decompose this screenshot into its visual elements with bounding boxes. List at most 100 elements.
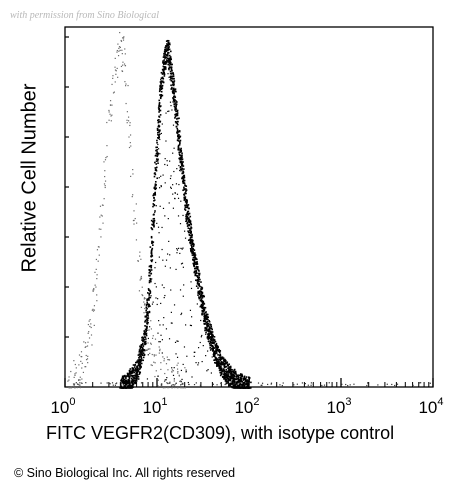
histogram-fill-point: [164, 265, 166, 267]
histogram-point: [220, 366, 222, 368]
histogram-point: [188, 234, 191, 236]
histogram-point: [134, 369, 136, 372]
histogram-point: [213, 355, 215, 357]
baseline-point: [156, 384, 158, 387]
histogram-point: [228, 368, 230, 371]
histogram-point: [181, 176, 184, 178]
histogram-point: [132, 379, 134, 381]
histogram-point: [81, 378, 83, 380]
histogram-point: [223, 378, 225, 380]
histogram-point: [141, 294, 143, 296]
histogram-fill-point: [183, 284, 185, 286]
histogram-point: [137, 362, 140, 364]
histogram-fill-point: [168, 67, 170, 70]
baseline-point: [109, 383, 111, 385]
histogram-point: [121, 49, 123, 51]
histogram-point: [230, 377, 232, 380]
histogram-fill-point: [179, 252, 181, 255]
histogram-point: [228, 384, 230, 387]
histogram-fill-point: [175, 268, 177, 271]
histogram-point: [192, 252, 195, 255]
histogram-fill-point: [155, 205, 157, 207]
histogram-point: [162, 60, 164, 62]
histogram-point: [74, 374, 76, 376]
histogram-point: [139, 279, 141, 281]
histogram-point: [132, 369, 134, 372]
histogram-point: [145, 342, 147, 345]
histogram-point: [120, 385, 123, 387]
histogram-point: [135, 239, 138, 241]
histogram-point: [168, 46, 170, 48]
histogram-point: [186, 225, 189, 227]
histogram-point: [210, 325, 213, 328]
histogram-point: [175, 100, 177, 102]
histogram-point: [144, 321, 146, 323]
histogram-point: [135, 368, 137, 371]
histogram-point: [176, 368, 179, 370]
histogram-point: [218, 365, 220, 367]
histogram-fill-point: [154, 267, 156, 269]
histogram-point: [183, 186, 185, 189]
histogram-point: [229, 373, 232, 375]
histogram-point: [141, 339, 143, 341]
histogram-point: [144, 297, 146, 300]
histogram-point: [206, 326, 208, 328]
histogram-fill-point: [169, 267, 171, 269]
baseline-point: [111, 382, 114, 384]
histogram-point: [147, 342, 149, 344]
histogram-point: [138, 359, 141, 362]
histogram-point: [168, 42, 171, 44]
histogram-point: [149, 279, 152, 281]
histogram-point: [162, 387, 164, 389]
histogram-point: [176, 127, 179, 130]
histogram-point: [229, 379, 232, 382]
histogram-point: [179, 141, 181, 143]
histogram-point: [187, 217, 190, 220]
histogram-point: [235, 372, 237, 374]
histogram-point: [170, 77, 172, 80]
histogram-point: [185, 202, 188, 205]
histogram-point: [121, 70, 124, 73]
histogram-point: [152, 218, 155, 220]
histogram-point: [203, 312, 205, 315]
histogram-point: [124, 53, 126, 55]
histogram-point: [190, 249, 192, 251]
histogram-fill-point: [196, 303, 198, 305]
histogram-fill-point: [158, 320, 160, 322]
histogram-point: [137, 260, 139, 262]
histogram-point: [177, 134, 180, 137]
histogram-point: [177, 362, 179, 364]
histogram-fill-point: [168, 240, 170, 243]
histogram-point: [244, 381, 246, 383]
histogram-fill-point: [161, 123, 163, 125]
histogram-point: [175, 105, 177, 108]
histogram-point: [217, 349, 219, 352]
histogram-point: [191, 246, 193, 249]
histogram-fill-point: [167, 110, 169, 113]
histogram-point: [124, 85, 127, 87]
histogram-point: [178, 117, 180, 120]
histogram-point: [164, 68, 167, 70]
histogram-point: [232, 376, 234, 379]
histogram-point: [228, 366, 231, 368]
histogram-point: [223, 364, 226, 367]
baseline-point: [224, 383, 226, 386]
histogram-fill-point: [155, 261, 157, 264]
histogram-point: [147, 298, 149, 300]
histogram-point: [137, 378, 140, 380]
histogram-fill-point: [170, 289, 172, 291]
histogram-point: [212, 339, 214, 341]
histogram-fill-point: [177, 340, 179, 342]
histogram-point: [148, 275, 151, 277]
histogram-point: [120, 39, 122, 42]
histogram-point: [153, 219, 156, 222]
histogram-fill-point: [158, 256, 160, 258]
histogram-point: [170, 69, 173, 71]
histogram-point: [214, 361, 216, 364]
histogram-point: [232, 379, 234, 382]
histogram-point: [149, 342, 152, 344]
histogram-point: [127, 387, 130, 389]
histogram-point: [153, 175, 156, 178]
baseline-point: [282, 382, 284, 384]
histogram-fill-point: [187, 381, 189, 384]
